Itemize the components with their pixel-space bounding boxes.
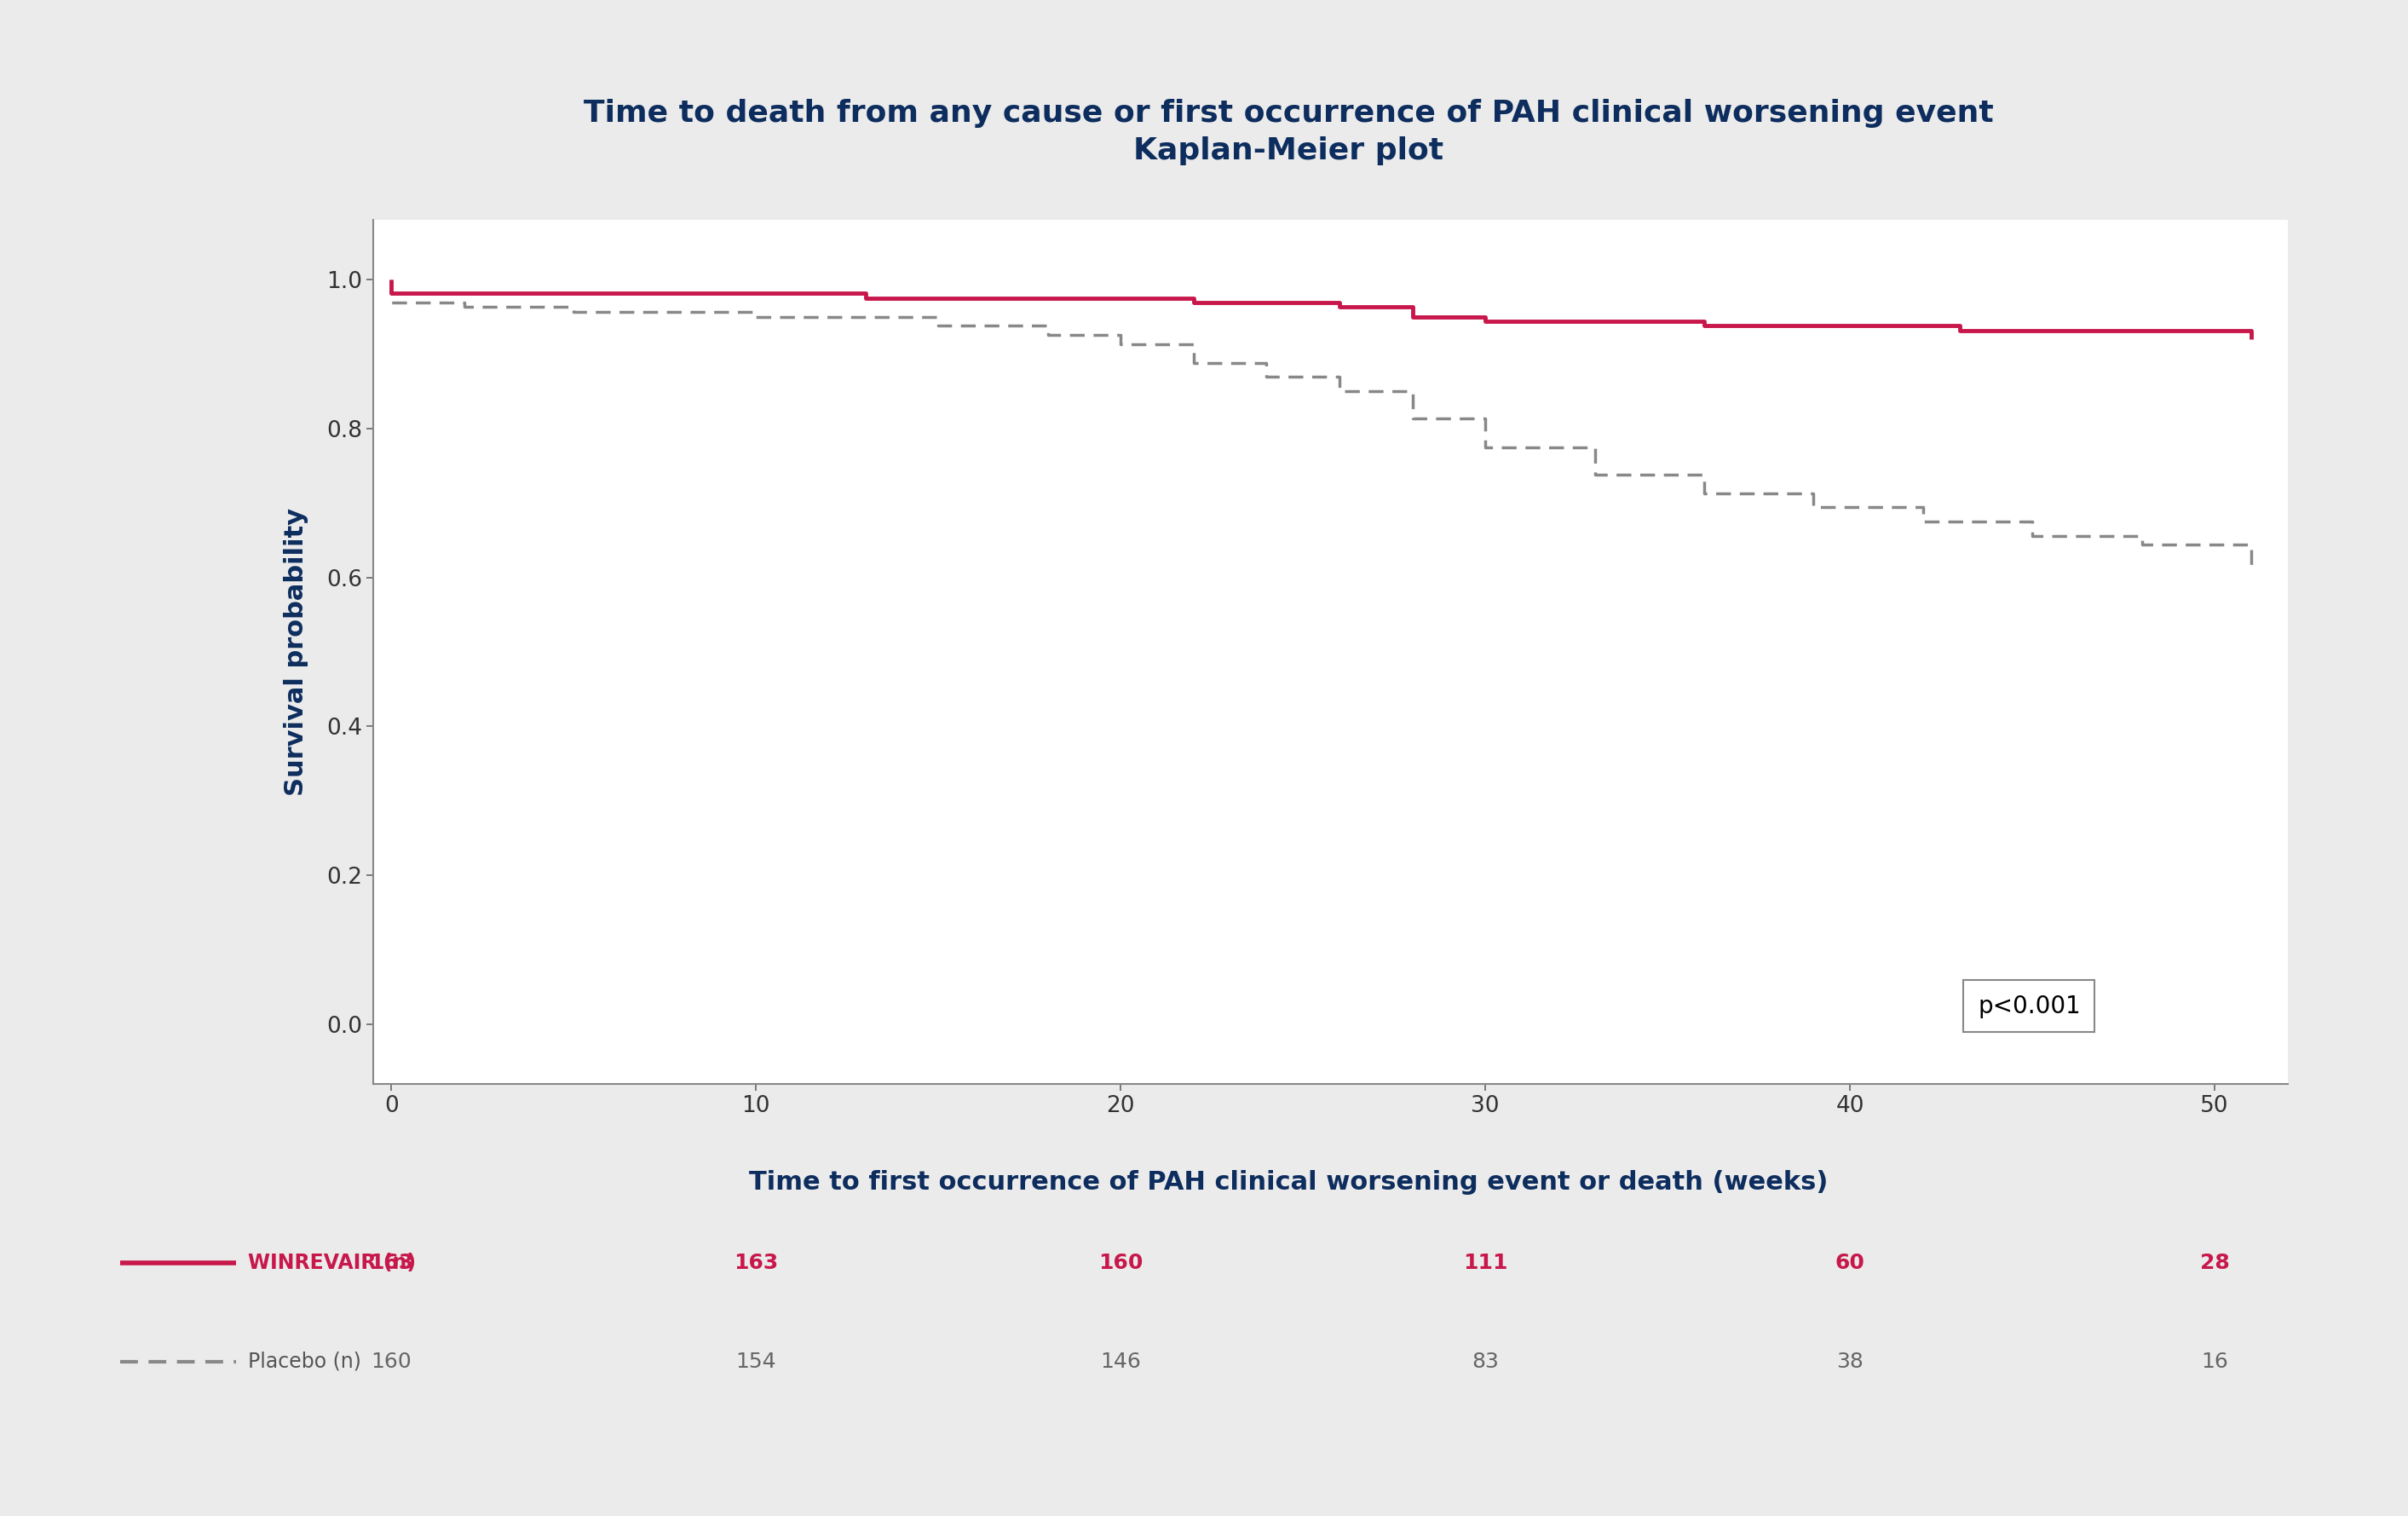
Text: 163: 163 — [734, 1252, 778, 1273]
Text: 111: 111 — [1464, 1252, 1507, 1273]
Text: 60: 60 — [1835, 1252, 1864, 1273]
Text: 83: 83 — [1471, 1351, 1498, 1372]
Y-axis label: Survival probability: Survival probability — [284, 508, 308, 796]
Text: 16: 16 — [2201, 1351, 2227, 1372]
Text: Time to death from any cause or first occurrence of PAH clinical worsening event: Time to death from any cause or first oc… — [583, 99, 1994, 165]
Text: p<0.001: p<0.001 — [1977, 994, 2081, 1019]
Text: 146: 146 — [1100, 1351, 1141, 1372]
Text: 38: 38 — [1837, 1351, 1864, 1372]
Text: 160: 160 — [371, 1351, 412, 1372]
Text: 163: 163 — [368, 1252, 414, 1273]
Text: 28: 28 — [2201, 1252, 2230, 1273]
Text: 160: 160 — [1098, 1252, 1144, 1273]
Text: Time to first occurrence of PAH clinical worsening event or death (weeks): Time to first occurrence of PAH clinical… — [749, 1170, 1828, 1195]
Text: WINREVAIR (n): WINREVAIR (n) — [248, 1252, 417, 1273]
Text: Placebo (n): Placebo (n) — [248, 1351, 361, 1372]
Text: 154: 154 — [737, 1351, 775, 1372]
